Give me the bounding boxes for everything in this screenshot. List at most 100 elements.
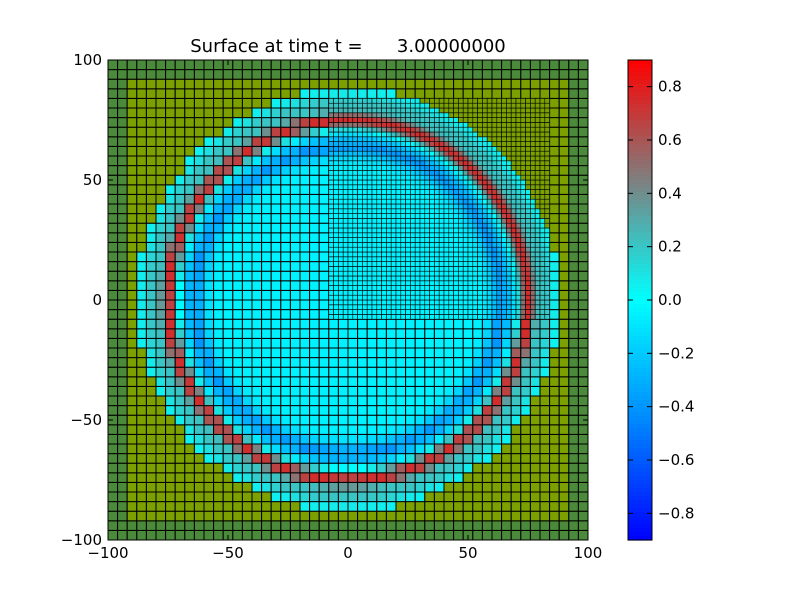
patch-cell [482,242,488,248]
patch-cell [458,270,464,277]
grid-cell [414,453,426,464]
patch-cell [352,165,358,171]
patch-cell [496,122,502,128]
grid-cell [337,481,349,493]
grid-cell [549,78,560,90]
grid-cell [395,366,407,378]
grid-cell [193,520,205,531]
grid-cell [107,395,119,407]
patch-cell [366,179,373,186]
colorbar-segment [628,420,652,425]
grid-cell [126,174,138,186]
patch-cell [405,155,411,162]
patch-cell [472,136,478,142]
grid-cell [549,280,560,291]
grid-cell [184,165,195,176]
patch-cell [338,251,344,258]
patch-cell [410,155,416,162]
grid-cell [318,69,330,80]
patch-cell [362,194,368,200]
patch-cell [544,222,550,229]
grid-cell [577,117,589,128]
grid-cell [520,376,531,387]
patch-cell [525,304,531,310]
patch-cell [448,98,454,104]
patch-cell [414,314,421,320]
patch-cell [352,285,358,291]
patch-cell [458,280,464,286]
grid-cell [155,213,167,224]
patch-cell [424,232,430,238]
patch-cell [448,131,454,138]
patch-cell [362,150,368,157]
grid-cell [549,213,560,224]
patch-cell [381,242,387,248]
patch-cell [362,141,368,147]
grid-cell [433,366,445,378]
grid-cell [165,174,176,186]
patch-cell [338,275,344,282]
grid-cell [491,405,503,416]
grid-cell [145,232,157,243]
patch-cell [338,136,344,142]
grid-cell [117,261,128,272]
grid-cell [309,78,320,90]
colorbar-segment [628,408,652,413]
grid-cell [280,299,291,311]
colorbar-tick-label: −0.2 [658,344,694,362]
grid-cell [347,414,359,426]
patch-cell [467,184,474,190]
patch-cell [357,290,363,296]
patch-cell [381,309,387,315]
patch-cell [462,122,469,128]
grid-cell [136,443,147,455]
patch-cell [520,232,526,238]
patch-cell [390,112,397,118]
patch-cell [525,227,531,234]
grid-cell [299,97,311,109]
patch-cell [366,98,373,104]
patch-cell [376,107,382,114]
grid-cell [328,395,339,407]
patch-cell [496,314,502,320]
grid-cell [443,88,455,99]
grid-cell [433,78,445,90]
grid-cell [491,376,503,387]
grid-cell [184,213,195,224]
grid-cell [510,59,522,71]
grid-cell [549,424,560,435]
grid-cell [222,184,234,195]
grid-cell [289,376,301,387]
grid-cell [299,395,311,407]
patch-cell [515,232,522,238]
grid-cell [136,491,147,503]
patch-cell [458,304,464,310]
patch-cell [414,203,421,210]
grid-cell [558,366,570,378]
patch-cell [544,299,550,306]
grid-cell [568,433,579,445]
grid-cell [510,529,522,541]
patch-cell [342,117,349,123]
patch-cell [520,237,526,243]
grid-cell [165,376,176,387]
patch-cell [381,203,387,210]
patch-cell [482,150,488,157]
grid-cell [558,510,570,522]
patch-cell [434,213,440,219]
grid-cell [299,347,311,359]
grid-cell [184,357,195,368]
patch-cell [491,294,498,301]
grid-cell [529,433,541,445]
patch-cell [419,170,426,176]
patch-cell [438,242,445,248]
patch-cell [453,117,459,123]
patch-cell [496,102,502,109]
grid-cell [491,520,503,531]
grid-cell [577,395,589,407]
grid-cell [568,414,579,426]
grid-cell [337,424,349,435]
grid-cell [232,270,243,282]
patch-cell [438,237,445,243]
patch-cell [376,261,382,267]
